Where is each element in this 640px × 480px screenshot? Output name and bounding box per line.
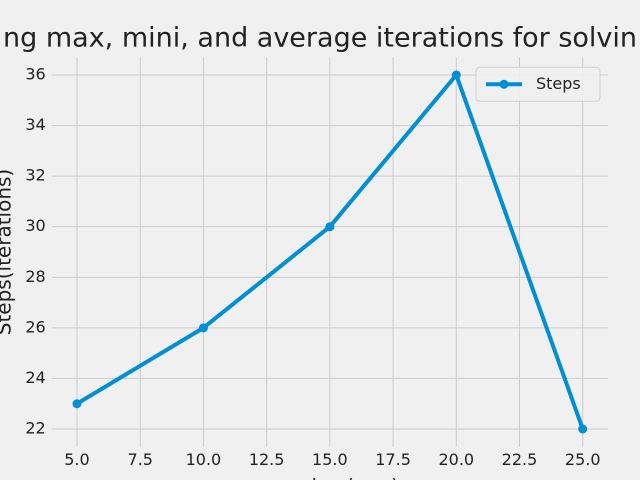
point bbox=[325, 222, 335, 232]
x-tick-label: 7.5 bbox=[127, 450, 152, 469]
y-tick-label: 26 bbox=[25, 317, 45, 336]
x-tick-label: 20.0 bbox=[438, 450, 474, 469]
x-tick-label: 25.0 bbox=[565, 450, 601, 469]
y-tick-label: 30 bbox=[25, 216, 45, 235]
point bbox=[451, 70, 461, 80]
x-tick-label: 10.0 bbox=[186, 450, 222, 469]
x-tick-label: 5.0 bbox=[64, 450, 89, 469]
y-tick-label: 24 bbox=[25, 368, 45, 387]
x-tick-label: 22.5 bbox=[502, 450, 538, 469]
x-tick-label: 17.5 bbox=[375, 450, 411, 469]
x-tick-label: 15.0 bbox=[312, 450, 348, 469]
legend-label: Steps bbox=[536, 74, 581, 93]
legend-marker bbox=[499, 79, 509, 89]
x-tick-label: 12.5 bbox=[249, 450, 285, 469]
legend-box bbox=[475, 66, 601, 102]
y-tick-label: 22 bbox=[25, 419, 45, 438]
point bbox=[72, 399, 82, 409]
y-tick-label: 28 bbox=[25, 267, 45, 286]
y-tick-label: 34 bbox=[25, 115, 45, 134]
point bbox=[198, 323, 208, 333]
y-tick-label: 36 bbox=[25, 65, 45, 84]
y-tick-label: 32 bbox=[25, 166, 45, 185]
grid bbox=[51, 57, 608, 447]
legend: Steps bbox=[475, 66, 601, 102]
point bbox=[578, 424, 588, 434]
y-axis-label: Steps(iterations) bbox=[0, 169, 16, 335]
chart-title: ng max, mini, and average iterations for… bbox=[3, 23, 637, 54]
x-axis-label: size (nxn) bbox=[301, 475, 399, 480]
